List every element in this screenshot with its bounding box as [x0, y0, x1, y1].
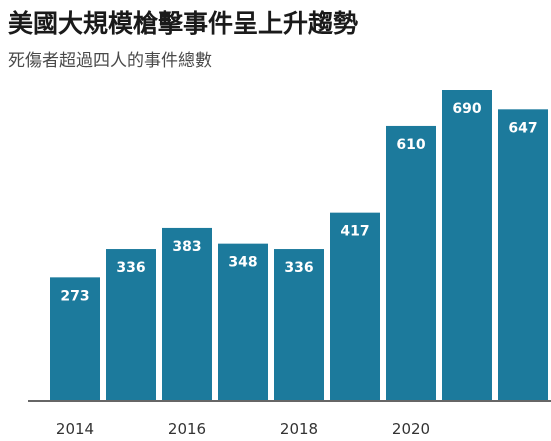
x-tick-label: 2020	[392, 420, 430, 438]
bar-2022	[498, 109, 548, 400]
bar-2021	[442, 90, 492, 400]
bar-2018	[274, 249, 324, 400]
x-tick-label: 2014	[56, 420, 94, 438]
bar-value-label: 336	[116, 260, 145, 276]
bar-2015	[106, 249, 156, 400]
bar-value-label: 336	[284, 260, 313, 276]
bar-value-label: 690	[452, 101, 481, 117]
bar-2017	[218, 243, 268, 400]
bar-2016	[162, 227, 212, 400]
bar-value-label: 417	[340, 224, 369, 240]
bar-2014	[50, 277, 100, 400]
bar-value-label: 348	[228, 255, 257, 271]
x-axis-ticks: 2014 2016 2018 2020	[56, 420, 430, 438]
chart-subtitle: 死傷者超過四人的事件總數	[8, 51, 212, 71]
bar-2020	[386, 125, 436, 401]
x-tick-label: 2018	[280, 420, 318, 438]
bar-value-label: 383	[172, 239, 201, 255]
chart-title: 美國大規模槍擊事件呈上升趨勢	[8, 9, 359, 38]
bar-value-label: 647	[508, 120, 537, 136]
bar-2019	[330, 212, 380, 400]
bar-value-label: 610	[396, 137, 425, 153]
x-tick-label: 2016	[168, 420, 206, 438]
bar-group: 273 336 383 348 336 417 610 690 647	[50, 90, 548, 401]
bar-value-label: 273	[60, 288, 89, 304]
